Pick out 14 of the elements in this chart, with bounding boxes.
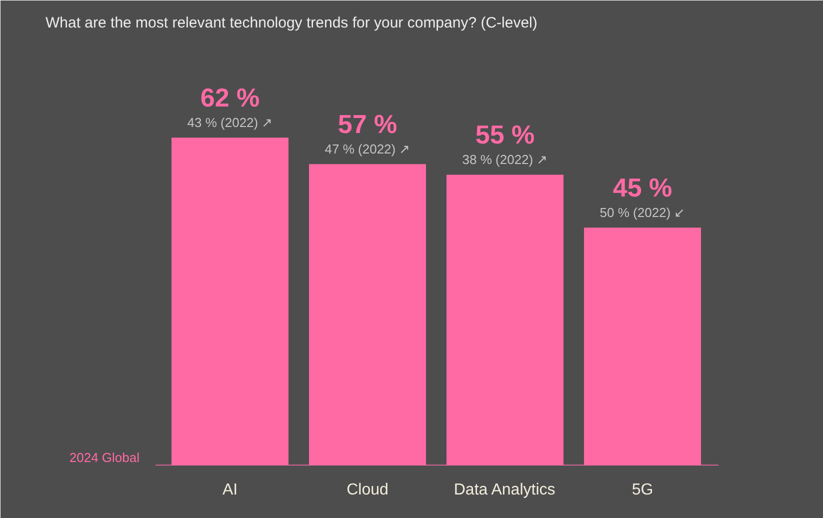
data-label: 57 % xyxy=(338,109,398,140)
chart-title: What are the most relevant technology trends for your company? (C-level) xyxy=(46,14,538,32)
text: 2024 Global xyxy=(69,450,140,465)
data-label: 45 % xyxy=(612,172,672,203)
x-tick-label: Cloud xyxy=(346,482,388,498)
x-tick-label: AI xyxy=(222,482,238,498)
annotation: 50 % (2022) ↙ xyxy=(600,205,686,220)
data-label: 62 % xyxy=(200,82,260,113)
annotation: 43 % (2022) ↗ xyxy=(187,115,273,130)
annotation: 47 % (2022) ↗ xyxy=(324,142,410,157)
annotation: 38 % (2022) ↗ xyxy=(462,152,548,168)
data-label: 55 % xyxy=(475,120,535,150)
x-tick-label: Data Analytics xyxy=(454,482,556,498)
x-tick-label: 5G xyxy=(632,482,654,498)
